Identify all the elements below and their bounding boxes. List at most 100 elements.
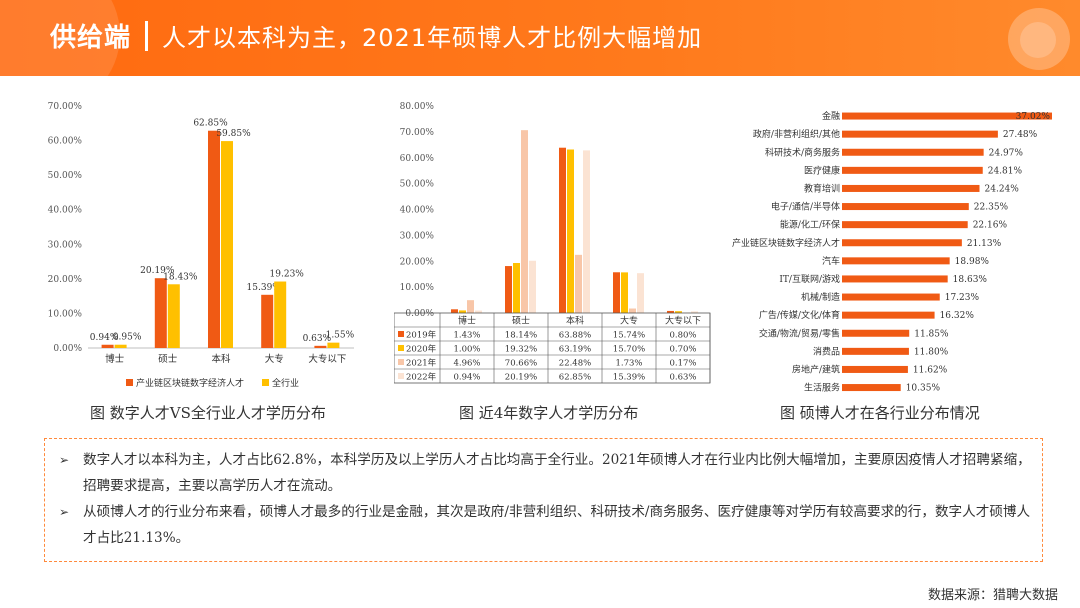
y-tick-label: 30.00% [400, 231, 435, 241]
data-label: 18.43% [163, 272, 198, 282]
table-cell: 0.63% [669, 373, 696, 383]
table-cell: 15.39% [613, 373, 645, 383]
data-label: 62.85% [193, 119, 228, 129]
y-tick-label: 60.00% [48, 137, 83, 147]
bar [842, 384, 901, 392]
note-text: 数字人才以本科为主，人才占比62.8%，本科学历及以上学历人才占比均高于全行业。… [83, 452, 1031, 494]
y-tick-label: 10.00% [48, 309, 83, 319]
data-source: 数据来源：猎聘大数据 [927, 588, 1058, 603]
category-label: 生活服务 [804, 382, 840, 394]
chart-caption-1: 图 数字人才VS全行业人才学历分布 [90, 404, 326, 422]
y-tick-label: 50.00% [400, 180, 435, 190]
category-label: 汽车 [822, 255, 840, 267]
table-cell: 19.32% [505, 345, 537, 355]
y-tick-label: 70.00% [48, 102, 83, 112]
table-cell: 1.43% [453, 331, 480, 341]
bar [842, 275, 948, 283]
bar [274, 281, 287, 348]
title-text: 人才以本科为主，2021年硕博人才比例大幅增加 [162, 24, 703, 52]
bar [842, 239, 962, 247]
bar [114, 344, 127, 348]
header-decoration [1020, 22, 1056, 58]
y-tick-label: 0.00% [405, 309, 434, 319]
category-label: 消费品 [813, 345, 840, 357]
category-label: 能源/化工/环保 [780, 219, 840, 231]
bar [842, 130, 998, 138]
table-cell: 20.19% [505, 373, 537, 383]
data-label: 19.23% [270, 270, 305, 280]
data-label: 10.35% [906, 384, 941, 394]
bar [208, 130, 220, 348]
bar [842, 112, 1052, 120]
legend-label: 产业链区块链数字经济人才 [136, 377, 244, 389]
summary-notes: ➢ 数字人才以本科为主，人才占比62.8%，本科学历及以上学历人才占比均高于全行… [44, 438, 1043, 562]
bar [559, 147, 566, 313]
data-label: 18.98% [955, 257, 990, 267]
data-label: 20.19% [140, 266, 175, 276]
bar [529, 260, 536, 313]
legend-label: 2020年 [406, 344, 437, 355]
category-label: 机械/制造 [801, 291, 840, 303]
bar [842, 221, 968, 229]
x-tick-label: 大专 [265, 353, 284, 365]
bar [637, 273, 644, 313]
y-tick-label: 80.00% [400, 102, 435, 112]
bar [327, 342, 340, 348]
x-tick-label: 大专以下 [308, 353, 346, 365]
data-label: 1.55% [326, 331, 355, 341]
category-label: 教育培训 [804, 182, 840, 194]
chart-caption-3: 图 硕博人才在各行业分布情况 [780, 404, 980, 422]
data-label: 22.35% [974, 203, 1009, 213]
bar [613, 272, 620, 313]
category-label: IT/互联网/游戏 [779, 273, 840, 285]
y-tick-label: 50.00% [48, 171, 83, 181]
bar [475, 310, 482, 313]
bar [629, 308, 636, 313]
x-tick-label: 大专以下 [665, 315, 701, 327]
data-label: 16.32% [940, 311, 975, 321]
chart-caption-2: 图 近4年数字人才学历分布 [459, 404, 639, 422]
legend-label: 全行业 [272, 377, 299, 389]
bar [667, 310, 674, 313]
bar [261, 294, 274, 348]
category-label: 房地产/建筑 [792, 363, 840, 375]
data-label: 24.81% [988, 166, 1023, 176]
x-tick-label: 本科 [566, 315, 584, 327]
y-tick-label: 40.00% [400, 206, 435, 216]
bar [459, 310, 466, 313]
y-tick-label: 70.00% [400, 128, 435, 138]
data-label: 24.24% [985, 184, 1020, 194]
data-label: 27.48% [1003, 130, 1038, 140]
bar [842, 184, 980, 192]
table-cell: 4.96% [453, 359, 480, 369]
header-decoration [1008, 8, 1070, 70]
chart-svg: 0.00% 10.00% 20.00% 30.00% 40.00% 50.00% 60.00… [394, 102, 711, 384]
y-tick-label: 30.00% [48, 240, 83, 250]
legend-swatch [398, 345, 404, 351]
page-title: 供给端 人才以本科为主，2021年硕博人才比例大幅增加 [50, 0, 702, 76]
table-cell: 15.70% [613, 345, 645, 355]
data-label: 11.80% [914, 347, 949, 357]
data-label: 11.85% [914, 329, 949, 339]
data-label: 0.63% [303, 334, 332, 344]
bar [621, 272, 628, 313]
chart-svg: 0.00% 10.00% 20.00% 30.00% 40.00% 50.00% 60.00… [48, 102, 355, 389]
data-label: 21.13% [967, 239, 1002, 249]
table-cell: 1.73% [615, 359, 642, 369]
y-tick-label: 60.00% [400, 154, 435, 164]
bar [154, 278, 167, 348]
bar [842, 347, 909, 355]
y-tick-label: 10.00% [400, 283, 435, 293]
bar [675, 311, 682, 313]
bar [842, 257, 950, 265]
legend-swatch [126, 379, 133, 386]
legend-swatch [398, 373, 404, 379]
legend-label: 2022年 [406, 372, 437, 383]
data-table-border [394, 312, 711, 384]
table-cell: 1.00% [453, 345, 480, 355]
legend-swatch [398, 331, 404, 337]
table-cell: 63.88% [559, 331, 591, 341]
bar [842, 203, 969, 211]
bar [101, 344, 114, 348]
table-cell: 15.74% [613, 331, 645, 341]
